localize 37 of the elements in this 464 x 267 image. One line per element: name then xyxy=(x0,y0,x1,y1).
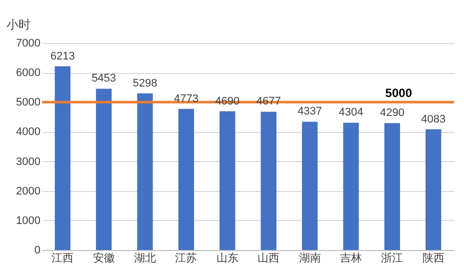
y-tick-label: 4000 xyxy=(16,126,40,138)
bar xyxy=(54,66,70,250)
y-tick-label: 1000 xyxy=(16,214,40,227)
y-tick-label: 2000 xyxy=(16,185,40,198)
data-label: 4337 xyxy=(298,106,322,118)
data-label: 4290 xyxy=(380,107,404,120)
x-tick-label: 山西 xyxy=(258,252,280,264)
x-tick-label: 山东 xyxy=(216,252,238,264)
x-tick-label: 湖南 xyxy=(298,252,321,264)
data-label: 5453 xyxy=(92,72,116,85)
data-label: 4083 xyxy=(421,113,446,126)
x-tick-label: 吉林 xyxy=(340,252,362,264)
x-tick-label: 陕西 xyxy=(422,252,444,264)
x-tick-label: 浙江 xyxy=(381,252,404,264)
data-label: 6213 xyxy=(50,50,75,62)
y-tick-label: 0 xyxy=(34,244,40,256)
x-tick-label: 湖北 xyxy=(134,252,156,264)
bar xyxy=(384,123,400,250)
y-tick-label: 6000 xyxy=(16,67,40,80)
data-label: 5298 xyxy=(132,77,158,90)
bar xyxy=(220,111,236,250)
x-tick-label: 江苏 xyxy=(175,252,198,264)
ref-line-label: 5000 xyxy=(385,86,412,100)
bar xyxy=(96,88,112,250)
bar xyxy=(137,93,153,250)
y-tick-label: 5000 xyxy=(16,96,40,109)
y-axis-title: 小时 xyxy=(6,18,30,32)
bar xyxy=(302,122,318,250)
x-tick-label: 安徽 xyxy=(92,252,115,264)
x-tick-label: 江西 xyxy=(52,252,74,264)
bar xyxy=(260,112,276,250)
bar xyxy=(426,129,442,250)
y-tick-label: 7000 xyxy=(16,38,40,50)
y-tick-label: 3000 xyxy=(16,156,40,168)
data-label: 4304 xyxy=(338,106,364,119)
bar xyxy=(178,108,194,250)
bar xyxy=(343,122,359,250)
